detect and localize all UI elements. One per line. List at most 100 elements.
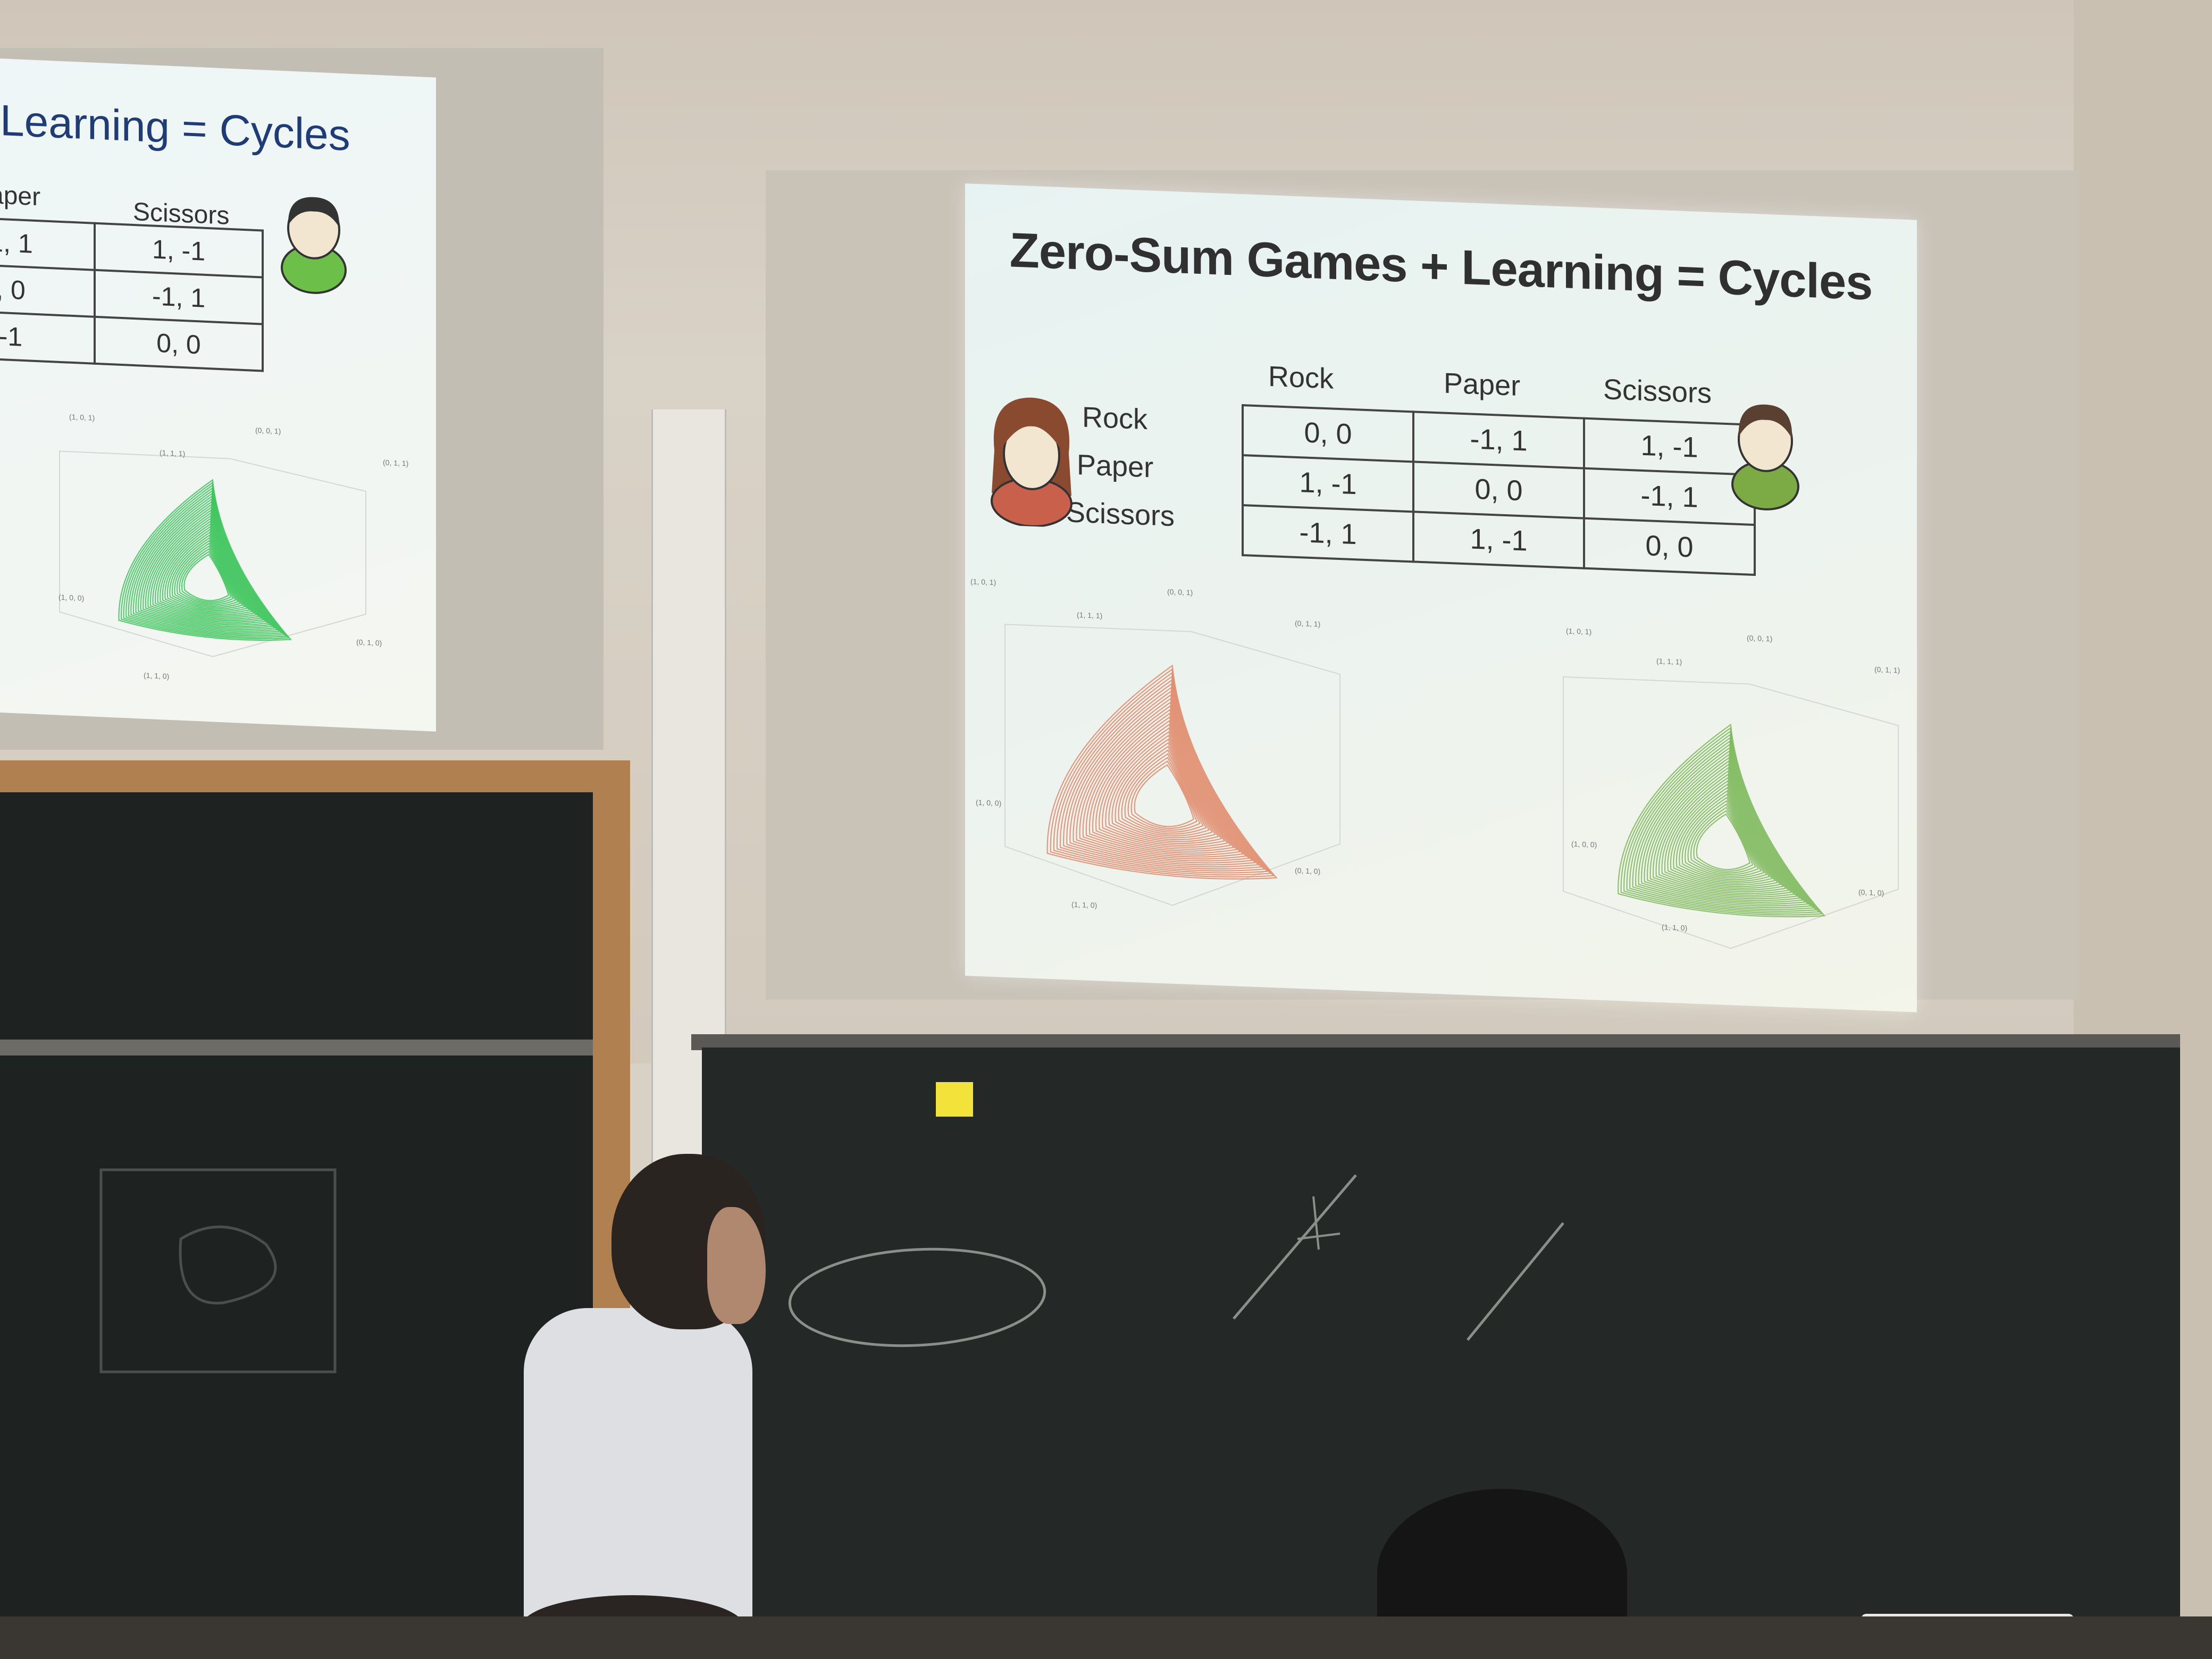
cycle-trajectory [154,520,257,618]
cycle-trajectory [1053,672,1272,876]
cycle-trajectory [1134,764,1195,827]
cycle-trajectory [123,484,288,638]
plot-frame [59,450,366,657]
cycle-trajectory [1632,740,1812,909]
cycle-trajectory [1102,727,1226,846]
cycle-trajectory [1644,753,1801,901]
cycle-trajectory [118,479,292,641]
cycle-trajectory [1655,767,1790,894]
cycle-trajectory [1118,745,1210,837]
cycle-trajectory [1696,813,1751,870]
cycle-trajectory [1056,675,1269,874]
cycle-trajectory [1099,723,1229,848]
cycle-trajectory [183,554,230,601]
cycle-trajectory [1673,786,1773,884]
cycle-trajectory [1095,719,1232,850]
cycle-trajectory [1661,773,1784,891]
cycle-trajectory [1652,763,1792,896]
cycle-trajectory [1679,793,1767,881]
cycle-trajectory [152,517,260,620]
chalkboard-rail [0,1040,593,1055]
cycle-trajectory [145,509,267,624]
cycle-trajectory [1079,701,1247,860]
cycle-trajectory [166,534,246,611]
sticky-note [936,1082,973,1117]
cycle-trajectory [1088,712,1238,854]
left-chalkboard [0,792,593,1622]
main-projection-screen: Zero-Sum Games + Learning = Cycles Rock … [965,183,1917,1012]
cycle-trajectory [160,525,253,616]
cycle-trajectory [1059,679,1266,872]
cycle-trajectory [1618,723,1826,918]
cycle-trajectory [1681,797,1765,879]
cycle-trajectory [1050,668,1275,878]
cycle-trajectory [1629,736,1815,910]
cycle-trajectory [1063,683,1262,870]
cycle-trajectory [132,495,278,632]
cycle-trajectory [1066,686,1260,868]
cycle-trajectory [1638,747,1806,905]
cycle-trajectory [1085,708,1241,856]
left-cycle-plot [59,450,366,657]
cycle-trajectory [130,492,281,633]
cycle-trajectory [1092,716,1235,852]
male-avatar-icon [1731,404,1799,510]
cycle-trajectory [1685,800,1762,877]
floor [0,1616,2212,1659]
cycle-trajectory [1658,770,1787,893]
cycle-trajectory [1130,760,1198,829]
cycle-trajectory [1121,749,1207,835]
cycle-trajectory [125,487,285,636]
male-avatar-icon [281,197,347,294]
plot-frame [1004,624,1340,906]
left-projection-screen: Learning = Cycles aper Scissors 1, 1 1, -… [0,58,436,732]
left-cycle-plot [1004,624,1340,906]
cycle-trajectory [1108,734,1219,842]
cycle-trajectory [1641,750,1804,903]
cycle-trajectory [1111,738,1217,841]
cycle-trajectory [1664,776,1781,889]
cycle-trajectory [1649,760,1795,898]
cycle-trajectory [174,542,239,607]
cycle-trajectory [1069,690,1256,866]
cycle-trajectory [157,523,255,617]
cycle-trajectory [1690,807,1756,874]
cycle-trajectory [1620,727,1823,916]
cycle-trajectory [1115,742,1213,839]
cycle-trajectory [179,548,234,604]
cycle-trajectory [1670,783,1776,886]
cycle-trajectory [140,504,271,627]
cycle-trajectory [1127,757,1201,831]
cycle-trajectory [1667,780,1779,887]
cycle-trajectory [1082,705,1244,858]
cycle-trajectory [169,537,244,610]
cycle-trajectory [1687,803,1759,875]
cycle-trajectory [1073,694,1253,864]
right-cycle-plot [1563,676,1899,949]
cycle-trajectory [181,550,232,603]
cycle-trajectory [128,490,283,635]
cycle-trajectory [147,512,264,623]
cycle-trajectory [1626,733,1817,912]
cycle-trajectory [164,531,248,613]
cycle-trajectory [1105,731,1222,844]
cycle-trajectory [1076,698,1250,862]
cycle-trajectory [1124,753,1204,833]
cycle-trajectory [1635,743,1809,907]
cycle-trajectory [135,498,276,631]
cycle-trajectory [162,529,250,614]
cycle-trajectory [138,501,274,629]
cycle-trajectory [1693,810,1754,872]
cycle-trajectory [149,515,262,622]
female-avatar-icon [991,397,1073,527]
cycle-trajectory [1623,730,1820,914]
cycle-trajectory [1675,790,1770,882]
cycle-trajectory [143,506,269,626]
cycle-trajectory [176,545,237,606]
cycle-trajectory [1046,664,1278,880]
cycle-trajectory [1647,757,1798,900]
cycle-trajectory [121,481,290,640]
cycle-trajectory [171,540,241,608]
plot-frame [1563,676,1899,949]
